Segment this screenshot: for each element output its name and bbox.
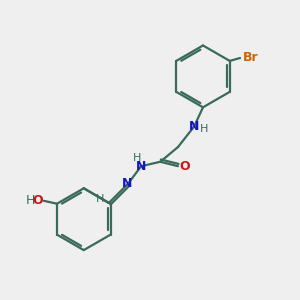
Text: H: H	[96, 194, 105, 204]
Text: N: N	[122, 177, 133, 190]
Text: O: O	[32, 194, 43, 207]
Text: H: H	[133, 153, 141, 163]
Text: N: N	[135, 160, 146, 173]
Text: O: O	[179, 160, 190, 173]
Text: N: N	[189, 120, 200, 133]
Text: H: H	[26, 194, 35, 207]
Text: H: H	[200, 124, 208, 134]
Text: Br: Br	[243, 52, 259, 64]
